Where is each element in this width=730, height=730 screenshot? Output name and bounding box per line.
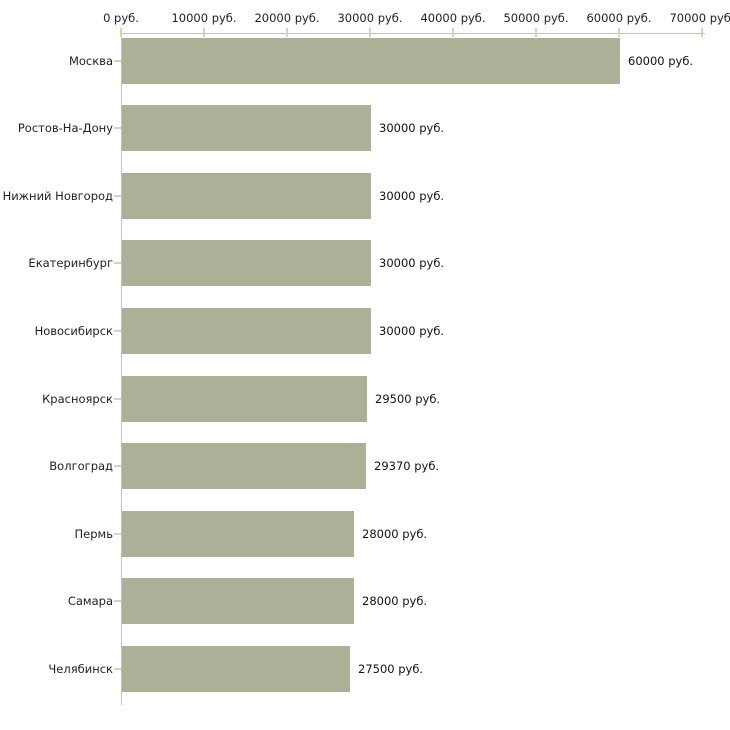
y-axis-tick-mark xyxy=(114,330,121,332)
x-axis-tick-mark xyxy=(120,28,122,37)
bar-value-label: 28000 руб. xyxy=(362,527,428,541)
x-axis-tick-mark xyxy=(701,28,703,37)
bar-value-label: 29500 руб. xyxy=(375,392,441,406)
x-axis-tick-label: 0 руб. xyxy=(103,11,139,25)
y-axis-tick-mark xyxy=(114,398,121,400)
category-label: Красноярск xyxy=(42,392,113,406)
y-axis-tick-mark xyxy=(114,60,121,62)
category-label: Москва xyxy=(68,54,113,68)
category-label: Самара xyxy=(67,594,113,608)
x-axis-tick-mark xyxy=(369,28,371,37)
x-axis-tick-label: 50000 руб. xyxy=(503,11,569,25)
category-label: Новосибирск xyxy=(34,324,113,338)
y-axis-tick-mark xyxy=(114,668,121,670)
y-axis-tick-mark xyxy=(114,127,121,129)
bar xyxy=(122,173,371,219)
category-label: Пермь xyxy=(74,527,113,541)
bar xyxy=(122,105,371,151)
x-axis-tick-mark xyxy=(452,28,454,37)
x-axis-tick-label: 70000 руб. xyxy=(669,11,730,25)
bar xyxy=(122,38,620,84)
bar xyxy=(122,308,371,354)
y-axis-tick-mark xyxy=(114,533,121,535)
bar-value-label: 27500 руб. xyxy=(358,662,424,676)
bar-value-label: 30000 руб. xyxy=(379,324,445,338)
bar xyxy=(122,240,371,286)
x-axis-tick-mark xyxy=(618,28,620,37)
bar-value-label: 30000 руб. xyxy=(379,121,445,135)
bar xyxy=(122,578,354,624)
bar xyxy=(122,511,354,557)
bar xyxy=(122,376,367,422)
x-axis-tick-mark xyxy=(535,28,537,37)
y-axis-line xyxy=(121,33,122,705)
x-axis-line xyxy=(121,33,705,34)
category-label: Челябинск xyxy=(48,662,113,676)
category-label: Ростов-На-Дону xyxy=(17,121,113,135)
x-axis-tick-label: 60000 руб. xyxy=(586,11,652,25)
x-axis-tick-label: 40000 руб. xyxy=(420,11,486,25)
bar-value-label: 29370 руб. xyxy=(374,459,440,473)
bar-value-label: 30000 руб. xyxy=(379,256,445,270)
x-axis-tick-mark xyxy=(203,28,205,37)
bar-value-label: 60000 руб. xyxy=(628,54,694,68)
x-axis-tick-label: 30000 руб. xyxy=(337,11,403,25)
y-axis-tick-mark xyxy=(114,600,121,602)
bar-value-label: 30000 руб. xyxy=(379,189,445,203)
category-label: Екатеринбург xyxy=(28,256,113,270)
bar xyxy=(122,646,350,692)
bar xyxy=(122,443,366,489)
x-axis-tick-label: 20000 руб. xyxy=(254,11,320,25)
x-axis-tick-mark xyxy=(286,28,288,37)
y-axis-tick-mark xyxy=(114,262,121,264)
y-axis-tick-mark xyxy=(114,465,121,467)
bar-value-label: 28000 руб. xyxy=(362,594,428,608)
category-label: Волгоград xyxy=(49,459,113,473)
category-label: Нижний Новгород xyxy=(2,189,113,203)
x-axis-tick-label: 10000 руб. xyxy=(171,11,237,25)
y-axis-tick-mark xyxy=(114,195,121,197)
